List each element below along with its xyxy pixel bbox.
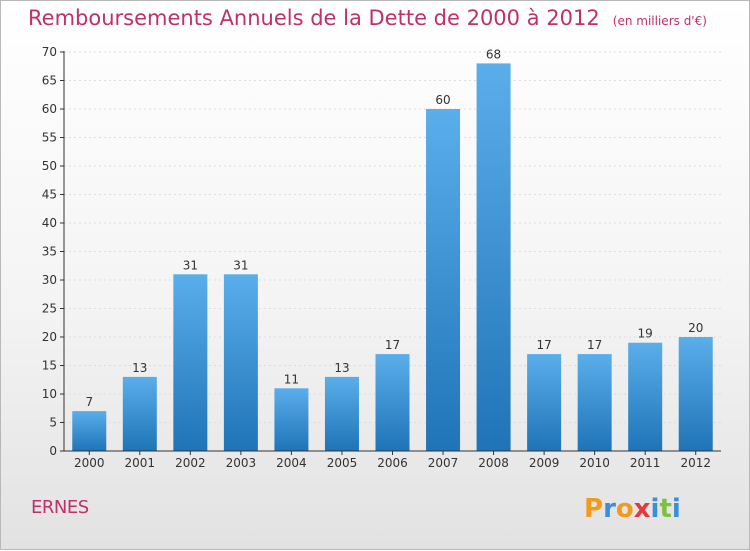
bar bbox=[122, 376, 157, 451]
x-tick-label: 2006 bbox=[377, 456, 408, 470]
logo-letter: i bbox=[672, 494, 681, 524]
bar-value-label: 68 bbox=[486, 47, 501, 61]
chart-unit-text: (en milliers d'€) bbox=[612, 14, 707, 28]
bar bbox=[274, 388, 309, 451]
x-tick-label: 2003 bbox=[226, 456, 257, 470]
chart-title: Remboursements Annuels de la Dette de 20… bbox=[28, 6, 707, 30]
bar bbox=[527, 354, 562, 451]
x-tick-label: 2011 bbox=[630, 456, 661, 470]
y-tick-label: 0 bbox=[49, 444, 57, 458]
bar-value-label: 11 bbox=[284, 372, 299, 386]
label-layer: 0 5 10 15 20 25 30 35 40 45 50 55 60 65 70 7 2000 13 2001 3… bbox=[42, 45, 711, 470]
y-tick-label: 50 bbox=[42, 159, 57, 173]
y-tick-label: 15 bbox=[42, 359, 57, 373]
bar bbox=[678, 337, 713, 451]
x-tick-label: 2001 bbox=[125, 456, 156, 470]
y-tick-label: 25 bbox=[42, 302, 57, 316]
axis-layer bbox=[60, 51, 721, 455]
x-tick-label: 2004 bbox=[276, 456, 307, 470]
y-tick-label: 10 bbox=[42, 387, 57, 401]
bar bbox=[577, 354, 612, 451]
x-tick-label: 2000 bbox=[74, 456, 105, 470]
x-tick-label: 2008 bbox=[478, 456, 509, 470]
x-tick-label: 2010 bbox=[579, 456, 610, 470]
logo-letter: o bbox=[616, 494, 634, 524]
logo-letter: P bbox=[584, 494, 603, 524]
bar-value-label: 31 bbox=[233, 258, 248, 272]
bar bbox=[173, 274, 208, 451]
y-tick-label: 45 bbox=[42, 188, 57, 202]
y-tick-label: 70 bbox=[42, 45, 57, 59]
bar bbox=[324, 376, 359, 451]
bar-value-label: 7 bbox=[85, 395, 93, 409]
chart-title-text: Remboursements Annuels de la Dette de 20… bbox=[28, 6, 600, 30]
x-tick-label: 2002 bbox=[175, 456, 206, 470]
bar-value-label: 31 bbox=[183, 258, 198, 272]
bar bbox=[223, 274, 258, 451]
bar-value-label: 17 bbox=[536, 338, 551, 352]
x-tick-label: 2009 bbox=[529, 456, 560, 470]
logo-text: Proxiti bbox=[584, 494, 681, 524]
bar-value-label: 13 bbox=[334, 361, 349, 375]
bar-value-label: 60 bbox=[435, 93, 450, 107]
y-tick-label: 40 bbox=[42, 216, 57, 230]
bar bbox=[476, 63, 511, 452]
x-tick-label: 2007 bbox=[428, 456, 459, 470]
x-tick-label: 2012 bbox=[680, 456, 711, 470]
logo-letter: x bbox=[634, 494, 651, 524]
y-tick-label: 55 bbox=[42, 131, 57, 145]
proxiti-logo-svg: Proxiti bbox=[584, 494, 681, 524]
proxiti-logo: Proxiti bbox=[582, 491, 697, 529]
y-tick-label: 5 bbox=[49, 416, 57, 430]
bar-value-label: 19 bbox=[638, 327, 653, 341]
x-tick-label: 2005 bbox=[327, 456, 358, 470]
bar bbox=[628, 342, 663, 451]
bar-layer bbox=[72, 63, 713, 452]
logo-letter: r bbox=[603, 494, 616, 524]
bar bbox=[375, 354, 410, 451]
y-tick-label: 60 bbox=[42, 102, 57, 116]
bar-value-label: 17 bbox=[385, 338, 400, 352]
bar-value-label: 17 bbox=[587, 338, 602, 352]
y-tick-label: 30 bbox=[42, 273, 57, 287]
logo-letter: i bbox=[651, 494, 660, 524]
y-tick-label: 65 bbox=[42, 74, 57, 88]
y-tick-label: 35 bbox=[42, 245, 57, 259]
bar-value-label: 13 bbox=[132, 361, 147, 375]
y-tick-label: 20 bbox=[42, 330, 57, 344]
bar bbox=[72, 411, 107, 451]
bar-value-label: 20 bbox=[688, 321, 703, 335]
commune-name: ERNES bbox=[31, 497, 89, 518]
logo-letter: t bbox=[659, 494, 671, 524]
bar bbox=[426, 109, 461, 451]
